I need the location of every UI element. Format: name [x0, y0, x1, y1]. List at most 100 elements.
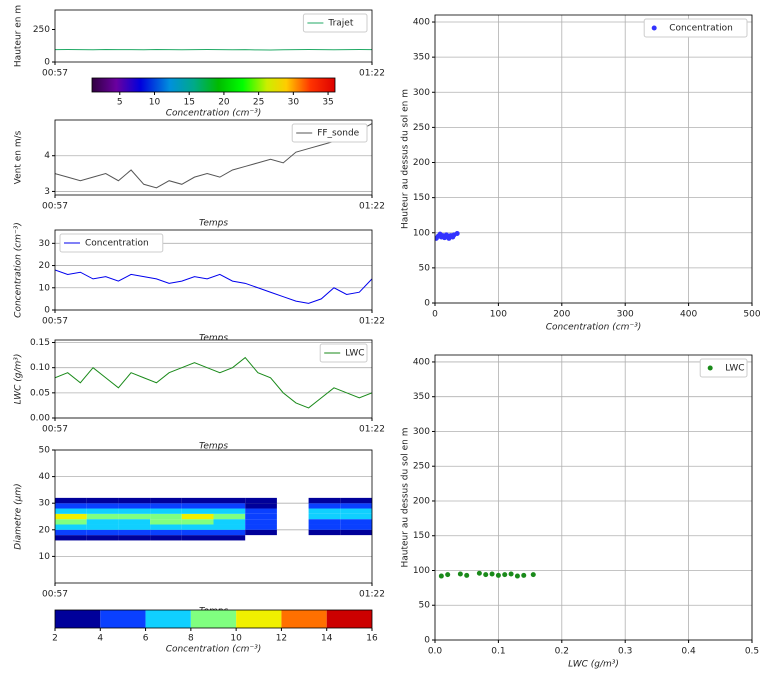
colorbar-tick-label: 20: [218, 98, 230, 108]
axes-frame: [54, 449, 373, 584]
x-tick-label: 01:22: [359, 202, 385, 212]
y-tick-label: 250: [413, 123, 430, 133]
y-tick-label: 30: [39, 239, 51, 249]
heat-cell: [86, 513, 119, 520]
panel: 0 250 00:57 01:22 Hauteur en m Trajet 5 10 15 20 2…: [14, 5, 385, 119]
y-axis-label: LWC (g/m³): [14, 354, 24, 405]
plot: [438, 570, 536, 579]
x-tick-label: 01:22: [359, 425, 385, 435]
axes-frame: [434, 354, 753, 641]
heat-cell: [213, 503, 246, 509]
plot: [435, 230, 460, 241]
heat-cell: [308, 529, 341, 536]
heat-cell: [245, 524, 277, 530]
point: [489, 571, 495, 577]
heat-cell: [86, 503, 119, 509]
heat-cell: [55, 535, 87, 541]
x-tick-label: 100: [490, 310, 507, 320]
panel: 3 4 00:57 01:22 Vent en m/s Temps FF_sonde: [14, 119, 385, 229]
y-tick-label: 0.05: [30, 388, 50, 398]
heat-cell: [213, 519, 246, 525]
plot: [55, 497, 372, 541]
x-tick-label: 0.0: [428, 647, 443, 657]
colorbar-label: Concentration (cm⁻³): [166, 109, 262, 119]
heat-cell: [181, 519, 214, 525]
x-axis-label: Temps: [199, 219, 228, 229]
legend-label: Concentration: [669, 24, 733, 34]
y-tick-label: 50: [419, 601, 431, 611]
legend-label: Concentration: [85, 239, 149, 249]
y-tick-label: 100: [413, 228, 430, 238]
point: [483, 572, 489, 578]
heat-cell: [150, 519, 182, 525]
x-tick-label: 400: [680, 310, 697, 320]
x-tick-label: 00:57: [42, 590, 68, 600]
y-tick-label: 0.00: [30, 414, 50, 424]
point: [457, 571, 463, 577]
heat-cell: [86, 508, 119, 514]
y-tick-label: 400: [413, 18, 430, 28]
heat-cell: [118, 508, 151, 514]
heat-cell: [55, 524, 87, 530]
heat-cell: [340, 503, 372, 509]
colorbar-segment: [326, 610, 372, 628]
y-tick-label: 10: [39, 552, 51, 562]
x-tick-label: 00:57: [42, 69, 68, 79]
line: [55, 123, 372, 189]
y-tick-label: 300: [413, 427, 430, 437]
y-tick-label: 0.10: [30, 363, 50, 373]
point: [438, 573, 444, 579]
heat-cell: [55, 529, 87, 536]
axes-frame: [54, 339, 373, 419]
heat-cell: [118, 524, 151, 530]
heat-cell: [340, 529, 372, 536]
heat-cell: [55, 497, 87, 504]
heat-cell: [55, 508, 87, 514]
colorbar-tick-label: 2: [52, 634, 58, 644]
y-tick-label: 30: [39, 499, 51, 509]
heat-cell: [213, 535, 246, 541]
legend-box: [643, 18, 748, 38]
heat-cell: [150, 535, 182, 541]
axes-frame: [54, 9, 373, 63]
y-tick-label: 350: [413, 392, 430, 402]
point: [476, 570, 482, 576]
point: [445, 572, 451, 578]
heat-cell: [181, 497, 214, 504]
heat-cell: [245, 497, 277, 504]
heat-cell: [245, 508, 277, 514]
x-tick-label: 00:57: [42, 425, 68, 435]
line: [55, 49, 372, 51]
legend-label: Trajet: [327, 19, 353, 29]
heat-cell: [340, 524, 372, 530]
y-tick-label: 10: [39, 283, 51, 293]
heat-cell: [245, 529, 277, 536]
colorbar-segment: [236, 610, 282, 628]
colorbar-frame: [91, 77, 336, 93]
colorbar-tick-label: 12: [276, 634, 287, 644]
colorbar-tick-label: 4: [97, 634, 103, 644]
heat-cell: [118, 503, 151, 509]
x-axis-label: Concentration (cm⁻³): [546, 323, 642, 333]
y-axis-label: Hauteur au dessus du sol en m: [401, 428, 411, 568]
heat-cell: [340, 508, 372, 514]
y-tick-label: 200: [413, 158, 430, 168]
heat-cell: [150, 497, 182, 504]
x-tick-label: 0.2: [555, 647, 569, 657]
y-tick-label: 40: [39, 472, 51, 482]
y-tick-label: 150: [413, 193, 430, 203]
y-tick-label: 200: [413, 496, 430, 506]
heat-cell: [181, 513, 214, 520]
legend-box: [291, 123, 368, 143]
panel: 0 10 20 30 00:57 01:22 Concentration (cm⁻³) Tem…: [14, 222, 385, 343]
heat-cell: [150, 529, 182, 536]
heat-cell: [308, 513, 341, 520]
y-tick-label: 250: [413, 462, 430, 472]
colorbar-tick-label: 16: [366, 634, 378, 644]
heat-cell: [86, 535, 119, 541]
heat-cell: [245, 519, 277, 525]
heat-cell: [213, 513, 246, 520]
colorbar-label: Concentration (cm⁻³): [166, 645, 262, 655]
heat-cell: [245, 503, 277, 509]
